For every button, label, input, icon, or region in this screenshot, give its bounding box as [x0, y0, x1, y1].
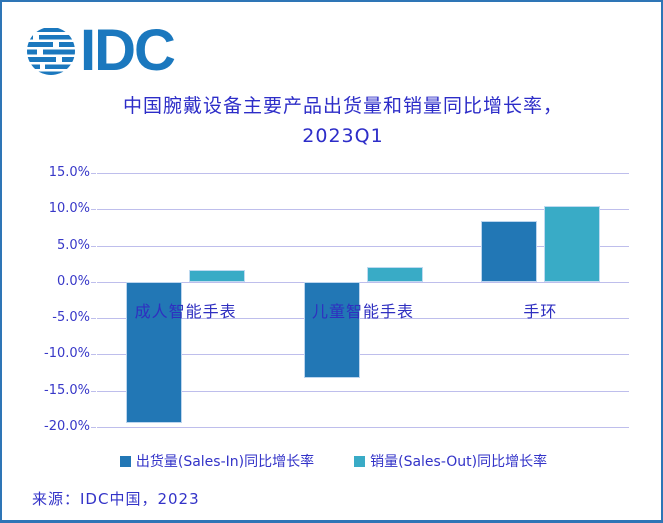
idc-logo: IDC [26, 18, 176, 83]
idc-globe-icon [27, 27, 75, 75]
y-axis-tick [91, 281, 96, 283]
gridline [97, 427, 629, 428]
bar-sales-in-2 [303, 281, 360, 379]
gridline [97, 209, 629, 211]
legend-item-sales-in: 出货量(Sales-In)同比增长率 [119, 451, 315, 471]
source-note: 来源：IDC中国，2023 [32, 490, 200, 508]
bar-sales-in-1 [126, 281, 183, 424]
chart-title-line2: 2023Q1 [302, 125, 384, 147]
y-axis-tick [91, 390, 96, 392]
chart-title: 中国腕戴设备主要产品出货量和销量同比增长率， 2023Q1 [77, 91, 609, 151]
y-axis-tick [91, 318, 96, 320]
category-label: 儿童智能手表 [311, 301, 414, 321]
legend-swatch-icon [119, 455, 131, 467]
gridline [97, 173, 629, 174]
y-axis-tick [91, 245, 96, 247]
legend-label: 出货量(Sales-In)同比增长率 [135, 454, 315, 470]
y-axis-tick [91, 427, 96, 428]
plot-area: 成人智能手表 儿童智能手表 手环 [91, 173, 629, 428]
y-axis-tick [91, 173, 96, 174]
category-label: 手环 [523, 301, 558, 321]
y-axis-label: 10.0% [48, 201, 90, 217]
bar-sales-out-3 [543, 206, 600, 282]
chart-title-line1: 中国腕戴设备主要产品出货量和销量同比增长率， [122, 95, 563, 117]
legend-label: 销量(Sales-Out)同比增长率 [370, 454, 548, 470]
gridline [97, 354, 629, 356]
y-axis-label: -5.0% [52, 310, 90, 326]
y-axis-label: 15.0% [48, 165, 90, 180]
legend-item-sales-out: 销量(Sales-Out)同比增长率 [354, 451, 547, 471]
gridline [97, 281, 629, 283]
y-axis-label: -10.0% [44, 346, 90, 362]
bar-sales-out-2 [366, 266, 423, 282]
y-axis-tick [91, 354, 96, 356]
y-axis-label: 5.0% [56, 237, 90, 253]
chart-legend: 出货量(Sales-In)同比增长率 销量(Sales-Out)同比增长率 [2, 451, 661, 471]
idc-logo-text: IDC [80, 18, 176, 83]
gridline [97, 245, 629, 247]
y-axis-label: 0.0% [56, 273, 90, 289]
bar-sales-in-3 [480, 220, 537, 282]
category-label: 成人智能手表 [134, 301, 237, 321]
y-axis-label: -20.0% [44, 419, 90, 434]
legend-swatch-icon [354, 455, 366, 467]
y-axis-tick [91, 209, 96, 211]
bar-sales-out-1 [189, 269, 246, 282]
gridline [97, 318, 629, 320]
gridline [97, 390, 629, 392]
y-axis: 15.0% 10.0% 5.0% 0.0% -5.0% -10.0% -15.0% -20.0… [2, 165, 90, 434]
y-axis-label: -15.0% [44, 382, 90, 398]
